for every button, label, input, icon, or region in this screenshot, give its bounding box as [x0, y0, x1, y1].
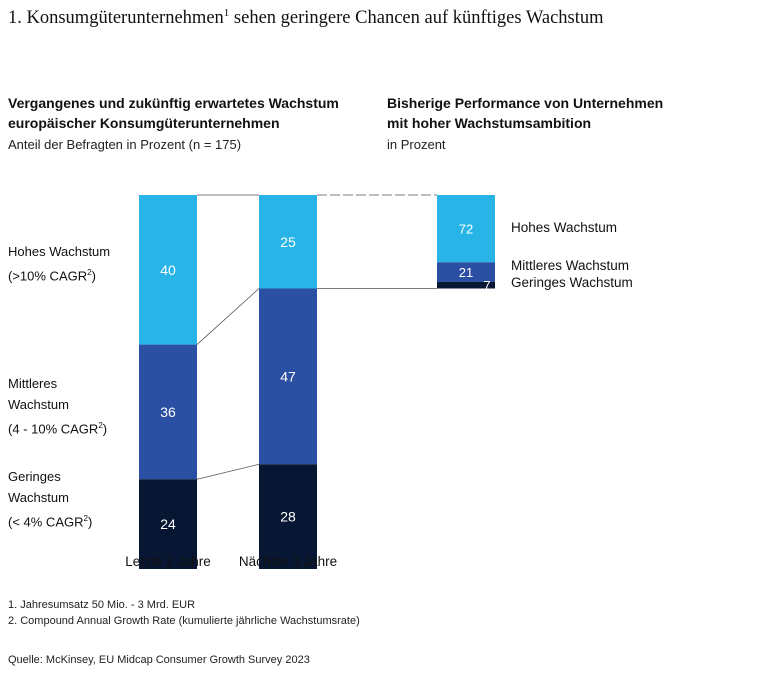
data-label-performance-low: 7 [483, 278, 490, 293]
bar-future-low [259, 464, 317, 569]
bar-future-high [259, 195, 317, 289]
footnote-1: 1. Jahresumsatz 50 Mio. - 3 Mrd. EUR [8, 599, 196, 611]
data-label-performance-mid: 21 [459, 265, 473, 280]
data-label-past-mid: 36 [160, 404, 176, 420]
source-note: Quelle: McKinsey, EU Midcap Consumer Gro… [8, 654, 310, 666]
data-label-past-low: 24 [160, 516, 176, 532]
data-label-future-mid: 47 [280, 368, 296, 384]
bar-past-mid [139, 344, 197, 480]
footnote-2: 2. Compound Annual Growth Rate (kumulier… [8, 615, 360, 627]
bar-future-mid [259, 288, 317, 465]
bar-performance-mid [437, 262, 495, 282]
data-label-future-high: 25 [280, 234, 296, 250]
data-label-performance-high: 72 [459, 222, 473, 237]
x-tick-label: Letzte 3 Jahre [125, 554, 211, 569]
row-label-low-growth: Geringes Wachstum (< 4% CAGR2) [8, 469, 93, 530]
legend-label-low: Geringes Wachstum [511, 275, 633, 290]
left-panel-note: Anteil der Befragten in Prozent (n = 175… [8, 137, 242, 152]
bar-past-low [139, 479, 197, 569]
legend-label-mid: Mittleres Wachstum [511, 258, 629, 273]
bar-performance-low [437, 281, 495, 289]
legend-label-high: Hohes Wachstum [511, 220, 617, 235]
data-label-future-low: 28 [280, 509, 296, 525]
row-label-high-growth: Hohes Wachstum (>10% CAGR2) [8, 244, 111, 284]
right-panel-heading: Bisherige Performance von Unternehmen mi… [387, 95, 664, 131]
x-tick-label: Nächste 3 Jahre [239, 554, 337, 569]
bar-performance-high [437, 195, 495, 263]
chart-title: 1. Konsumgüterunternehmen1 sehen geringe… [8, 7, 604, 29]
data-label-past-high: 40 [160, 262, 176, 278]
connector-line [196, 463, 260, 480]
row-label-mid-growth: Mittleres Wachstum (4 - 10% CAGR2) [8, 376, 108, 437]
bar-past-high [139, 195, 197, 345]
left-panel-heading: Vergangenes und zukünftig erwartetes Wac… [8, 95, 339, 131]
right-panel-note: in Prozent [387, 137, 446, 152]
connector-line [196, 288, 260, 345]
